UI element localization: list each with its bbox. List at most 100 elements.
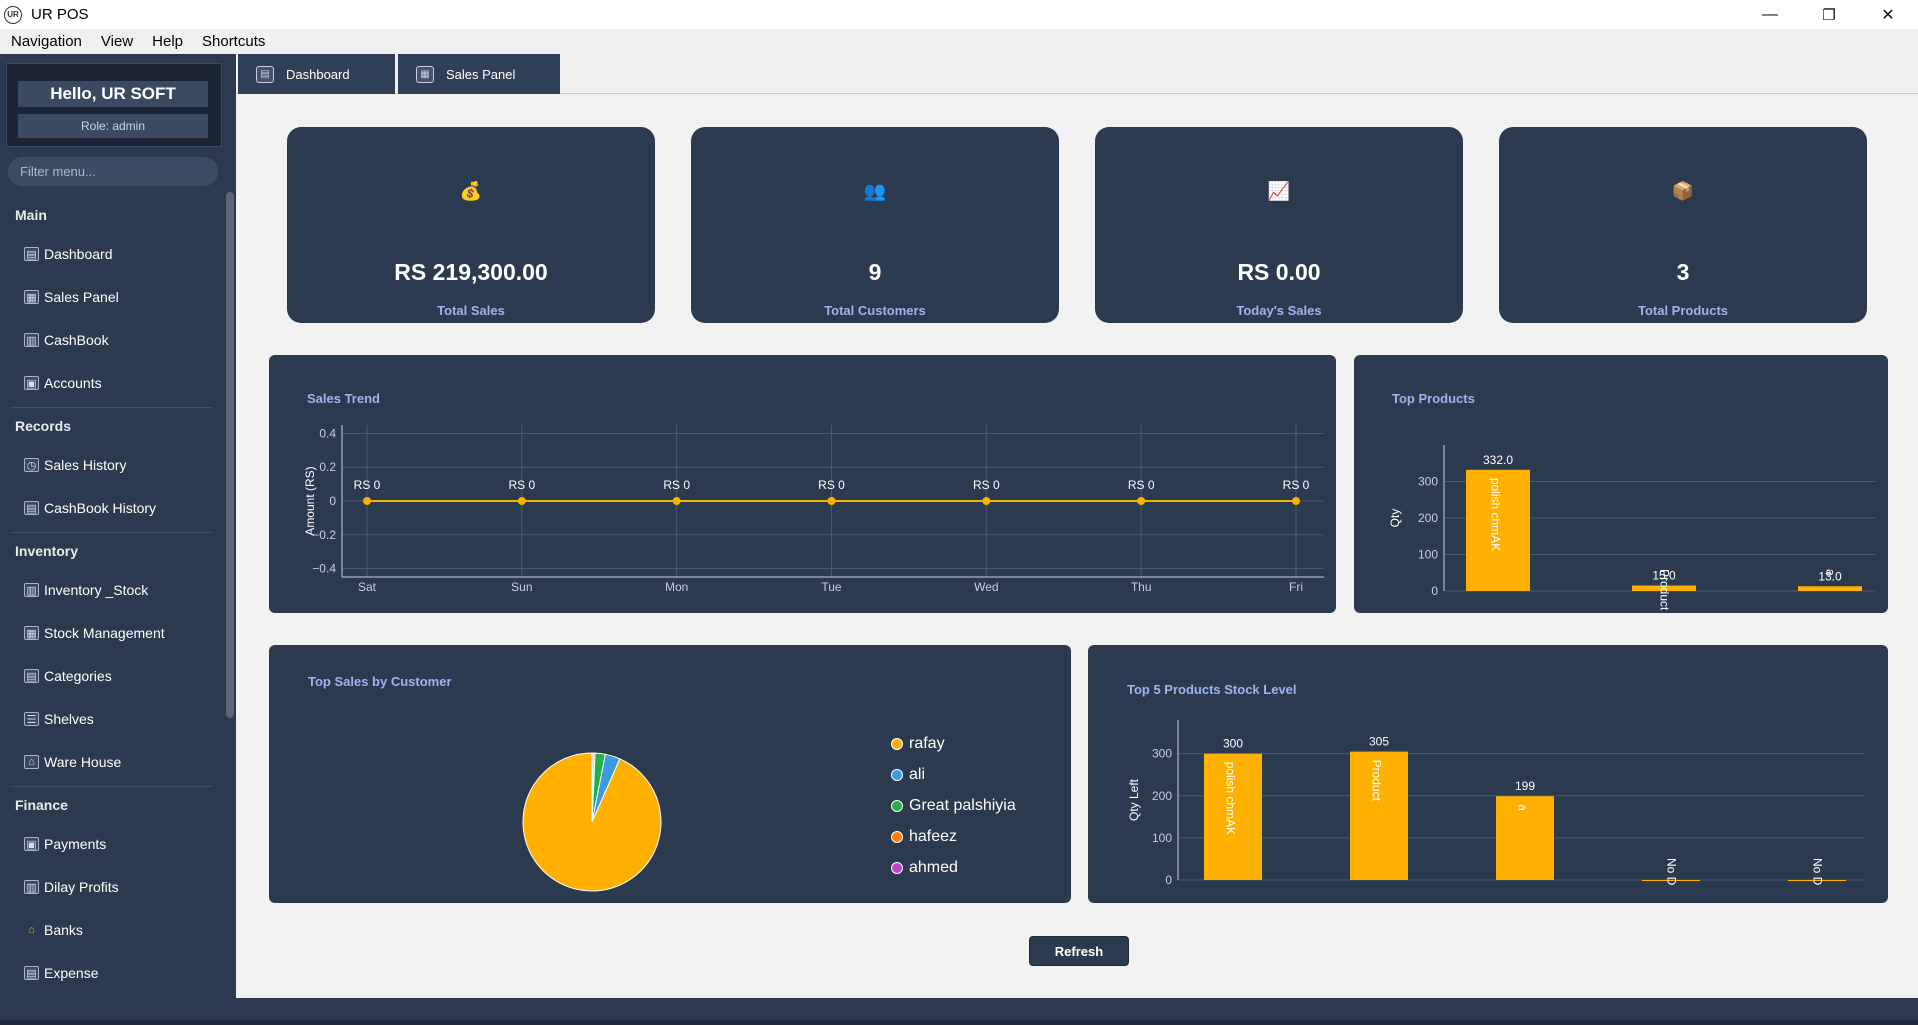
sidebar-item-label: Categories (44, 668, 112, 684)
data-point (517, 497, 526, 505)
bar (1642, 880, 1700, 881)
sidebar-item-label: Banks (44, 922, 83, 938)
dashboard-icon: ▤ (24, 247, 39, 261)
data-point (1137, 497, 1146, 505)
history-icon: ◷ (24, 458, 39, 472)
role-label: Role: admin (18, 114, 208, 138)
tab-bar: ▤ Dashboard ▦ Sales Panel (236, 54, 1918, 94)
sidebar-item-sales-history[interactable]: ◷ Sales History (24, 452, 214, 478)
stock-level-chart: 300 200 100 0 300 polish chmAK 305 Product 199 a N… (1127, 720, 1865, 887)
legend-item[interactable]: hafeez (891, 826, 957, 848)
y-tick-label: 200 (1418, 511, 1438, 525)
data-point (1292, 497, 1300, 505)
minimize-button[interactable]: — (1762, 5, 1778, 23)
sidebar-item-label: Ware House (44, 754, 122, 770)
bar (1466, 469, 1530, 591)
menu-shortcuts[interactable]: Shortcuts (202, 33, 266, 50)
bar (1798, 586, 1862, 591)
sidebar-item-label: Payments (44, 836, 107, 852)
stat-label: Total Customers (824, 303, 926, 318)
sidebar-scrollbar[interactable] (226, 192, 234, 718)
refresh-button[interactable]: Refresh (1029, 936, 1129, 966)
legend-label: hafeez (909, 828, 958, 845)
divider (10, 407, 212, 408)
data-label: 300 (1223, 737, 1243, 751)
y-tick-label: 100 (1418, 548, 1438, 562)
menu-view[interactable]: View (100, 33, 134, 50)
sidebar-item-categories[interactable]: ▤ Categories (24, 663, 214, 689)
maximize-button[interactable]: ❐ (1822, 6, 1836, 24)
chart-title: Top 5 Products Stock Level (1127, 682, 1297, 697)
stat-label: Total Sales (437, 303, 505, 318)
tab-dashboard[interactable]: ▤ Dashboard (238, 54, 395, 94)
customer-pie-chart (522, 752, 662, 892)
bar-category-label: Product (1657, 569, 1671, 611)
sidebar-item-sales-panel[interactable]: ▦ Sales Panel (24, 284, 214, 310)
sidebar-item-dashboard[interactable]: ▤ Dashboard (24, 241, 214, 267)
filter-menu-input[interactable] (8, 157, 218, 186)
menu-help[interactable]: Help (152, 33, 183, 50)
sidebar-item-banks[interactable]: ⌂ Banks (24, 917, 214, 943)
sidebar-item-dilay-profits[interactable]: ▥ Dilay Profits (24, 874, 214, 900)
close-button[interactable]: ✕ (1881, 6, 1895, 24)
data-label: 199 (1515, 779, 1535, 793)
bar (1496, 796, 1554, 880)
sidebar-item-warehouse[interactable]: ⌂ Ware House (24, 749, 214, 775)
y-axis-title: Amount (RS) (303, 466, 317, 535)
sidebar-item-cashbook[interactable]: ▥ CashBook (24, 327, 214, 353)
sidebar-item-cashbook-history[interactable]: ▤ CashBook History (24, 495, 214, 521)
sidebar-item-inventory-stock[interactable]: ▥ Inventory _Stock (24, 577, 214, 603)
data-label: RS 0 (508, 478, 535, 492)
x-tick-label: Thu (1131, 580, 1152, 594)
sales-trend-chart: 0.4 0.2 0 −0.2 −0.4 Sat Sun Mon Tue Wed Thu Fri RS 0… (303, 425, 1324, 594)
sidebar-item-shelves[interactable]: ☰ Shelves (24, 706, 214, 732)
payments-icon: ▣ (24, 837, 39, 851)
y-tick-label: 0 (329, 494, 336, 508)
y-tick-label: 100 (1152, 831, 1172, 845)
data-label: RS 0 (663, 478, 690, 492)
app-logo-icon: UR (4, 5, 22, 24)
bank-icon: ⌂ (28, 924, 35, 936)
sidebar-item-label: Dilay Profits (44, 879, 119, 895)
stat-card-todays-sales: 📈 RS 0.00 Today's Sales (1095, 127, 1463, 323)
data-point (982, 497, 991, 505)
inventory-icon: ▥ (24, 583, 39, 597)
y-tick-label: −0.4 (312, 562, 336, 576)
bar (1350, 751, 1408, 880)
pie-legend: rafay ali Great palshiyia hafeez ahmed (891, 733, 1061, 876)
warehouse-icon: ⌂ (24, 755, 39, 769)
tab-sales-panel[interactable]: ▦ Sales Panel (398, 54, 560, 94)
sidebar-item-payments[interactable]: ▣ Payments (24, 831, 214, 857)
cashbook-icon: ▥ (24, 333, 39, 347)
dashboard-icon: ▤ (256, 65, 274, 83)
sidebar-item-expense[interactable]: ▤ Expense (24, 960, 214, 986)
sidebar-item-stock-management[interactable]: ▦ Stock Management (24, 620, 214, 646)
legend-item[interactable]: rafay (891, 733, 945, 755)
legend-item[interactable]: ali (891, 764, 925, 786)
stat-label: Total Products (1637, 303, 1729, 318)
section-records: Records (15, 418, 72, 434)
sales-trend-panel: Sales Trend 0.4 0.2 0 −0.2 −0.4 Sat Sun Mon Tue W… (269, 355, 1336, 613)
ledger-icon: ▤ (24, 501, 39, 515)
status-bar-edge (0, 1020, 1918, 1025)
stat-card-total-customers: 👥 9 Total Customers (691, 127, 1059, 323)
stat-value: RS 219,300.00 (394, 259, 548, 285)
section-inventory: Inventory (15, 543, 79, 559)
stat-value: 3 (1676, 259, 1690, 285)
legend-item[interactable]: Great palshiyia (891, 795, 1016, 817)
sidebar-item-label: Sales History (44, 457, 127, 473)
legend-swatch (891, 831, 903, 843)
bar (1632, 585, 1696, 591)
sidebar-item-label: CashBook History (44, 500, 157, 516)
menu-navigation[interactable]: Navigation (11, 33, 82, 50)
y-tick-label: 300 (1418, 475, 1438, 489)
sidebar-item-accounts[interactable]: ▣ Accounts (24, 370, 214, 396)
sidebar-item-label: CashBook (44, 332, 109, 348)
data-label: 13.0 (1818, 569, 1842, 583)
legend-item[interactable]: ahmed (891, 857, 958, 879)
data-label: 332.0 (1483, 453, 1513, 467)
bar-category-label: polish chmAK (1223, 762, 1237, 835)
bar-category-label: No D (1810, 858, 1824, 886)
x-tick-label: Sun (511, 580, 532, 594)
sidebar-item-label: Stock Management (44, 625, 165, 641)
